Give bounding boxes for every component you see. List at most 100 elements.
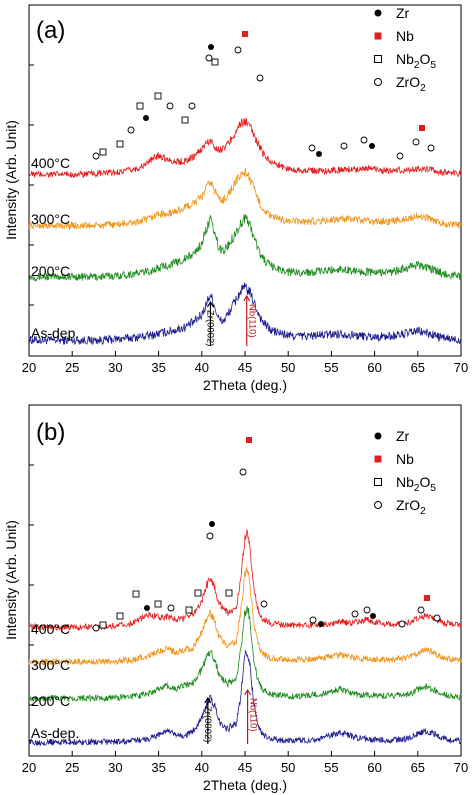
y-axis-title: Intensity (Arb. Unit) bbox=[3, 520, 19, 640]
trace-label: 200°C bbox=[31, 263, 70, 279]
x-tick-label: 40 bbox=[195, 360, 209, 375]
legend-nb-symbol bbox=[374, 32, 382, 40]
zro2-marker bbox=[239, 468, 247, 476]
zro2-marker bbox=[166, 102, 174, 110]
zro2-marker bbox=[92, 624, 100, 632]
zro2-marker bbox=[340, 142, 348, 150]
zr-marker bbox=[209, 521, 215, 527]
zro2-marker bbox=[360, 136, 368, 144]
nb2o5-marker bbox=[185, 606, 193, 614]
series-line-400C bbox=[28, 529, 462, 632]
trace-label: As-dep. bbox=[31, 725, 79, 741]
zro2-marker bbox=[427, 144, 435, 152]
zro2-marker bbox=[398, 620, 406, 628]
x-axis-title: 2Theta (deg.) bbox=[203, 777, 287, 793]
zro2-marker bbox=[256, 74, 264, 82]
nb-marker bbox=[246, 437, 252, 443]
legend-nb2o5-symbol bbox=[374, 478, 382, 486]
reference-label: Zr(0002) bbox=[204, 310, 215, 346]
nb-marker bbox=[424, 595, 430, 601]
series-line-200C bbox=[28, 213, 462, 282]
legend-label: Zr bbox=[396, 5, 410, 21]
x-tick-label: 20 bbox=[22, 360, 36, 375]
legend-zro2-symbol bbox=[374, 78, 382, 86]
trace-label: 300°C bbox=[31, 657, 70, 673]
zro2-marker bbox=[433, 614, 441, 622]
nb2o5-marker bbox=[99, 148, 107, 156]
trace-label: 400°C bbox=[31, 155, 70, 171]
x-tick-label: 45 bbox=[238, 760, 252, 775]
zr-marker bbox=[208, 44, 214, 50]
reference-arrowhead bbox=[243, 294, 251, 302]
reference-label: Nb(110) bbox=[247, 304, 258, 338]
legend-zr-symbol bbox=[374, 432, 382, 440]
zro2-marker bbox=[396, 152, 404, 160]
legend: Zr Nb Nb2O5 ZrO2 bbox=[374, 5, 436, 94]
zro2-marker bbox=[205, 54, 213, 62]
nb2o5-marker bbox=[211, 58, 219, 66]
zro2-marker bbox=[92, 152, 100, 160]
legend-nb2o5-symbol bbox=[374, 55, 382, 63]
reference-arrowhead bbox=[206, 300, 214, 308]
series-line-300C bbox=[28, 566, 462, 666]
panel-b: 20 25 30 35 40 45 50 55 60 65 70 2Theta (deg.) Inten… bbox=[3, 404, 468, 793]
x-tick-label: 40 bbox=[195, 760, 209, 775]
trace-label: 400°C bbox=[31, 621, 70, 637]
reference-label: Zr(0002) bbox=[202, 706, 213, 742]
x-tick-label: 35 bbox=[151, 360, 165, 375]
legend-label: Zr bbox=[396, 428, 410, 444]
zr-marker bbox=[143, 115, 149, 121]
legend: Zr Nb Nb2O5 ZrO2 bbox=[374, 428, 436, 517]
x-tick-label: 65 bbox=[411, 360, 425, 375]
nb2o5-marker bbox=[136, 102, 144, 110]
x-tick-label: 50 bbox=[281, 360, 295, 375]
reference-arrowhead bbox=[204, 696, 212, 704]
zro2-marker bbox=[206, 532, 214, 540]
x-tick-label: 30 bbox=[108, 360, 122, 375]
zro2-marker bbox=[234, 46, 242, 54]
x-tick-label: 45 bbox=[238, 360, 252, 375]
zro2-marker bbox=[309, 616, 317, 624]
legend-zro2-symbol bbox=[374, 501, 382, 509]
zro2-marker bbox=[351, 610, 359, 618]
trace-label: As-dep. bbox=[31, 325, 79, 341]
zro2-marker bbox=[127, 126, 135, 134]
x-tick-label: 25 bbox=[65, 360, 79, 375]
series-line-300C bbox=[28, 168, 462, 231]
x-tick-label: 35 bbox=[151, 760, 165, 775]
series-line-Asdep bbox=[28, 282, 462, 346]
zro2-marker bbox=[412, 138, 420, 146]
panel-label: (a) bbox=[36, 17, 65, 44]
reference-label: Nb(110) bbox=[248, 698, 259, 732]
nb2o5-marker bbox=[99, 621, 107, 629]
x-tick-label: 70 bbox=[454, 360, 468, 375]
panel-a: 20 25 30 35 40 45 50 55 60 65 70 2Theta (deg.) Inten… bbox=[3, 4, 468, 393]
x-tick-label: 55 bbox=[324, 360, 338, 375]
series-line-200C bbox=[28, 605, 462, 703]
x-tick-label: 55 bbox=[324, 760, 338, 775]
zro2-marker bbox=[363, 606, 371, 614]
reference-arrowhead bbox=[244, 688, 252, 696]
trace-label: 300°C bbox=[31, 211, 70, 227]
legend-zr-symbol bbox=[374, 9, 382, 17]
series-line-Asdep bbox=[28, 649, 462, 747]
nb2o5-marker bbox=[116, 612, 124, 620]
x-tick-label: 50 bbox=[281, 760, 295, 775]
nb2o5-marker bbox=[194, 589, 202, 597]
zr-marker bbox=[370, 613, 376, 619]
legend-label: ZrO2 bbox=[396, 497, 426, 517]
x-tick-label: 60 bbox=[367, 360, 381, 375]
trace-label: 200°C bbox=[31, 693, 70, 709]
zro2-marker bbox=[308, 144, 316, 152]
legend-label: ZrO2 bbox=[396, 74, 426, 94]
nb2o5-marker bbox=[154, 92, 162, 100]
nb2o5-marker bbox=[154, 600, 162, 608]
x-tick-label: 30 bbox=[108, 760, 122, 775]
legend-label: Nb2O5 bbox=[396, 51, 436, 71]
x-tick-label: 65 bbox=[411, 760, 425, 775]
zr-marker bbox=[318, 621, 324, 627]
zro2-marker bbox=[167, 604, 175, 612]
zr-marker bbox=[144, 605, 150, 611]
x-tick-label: 20 bbox=[22, 760, 36, 775]
